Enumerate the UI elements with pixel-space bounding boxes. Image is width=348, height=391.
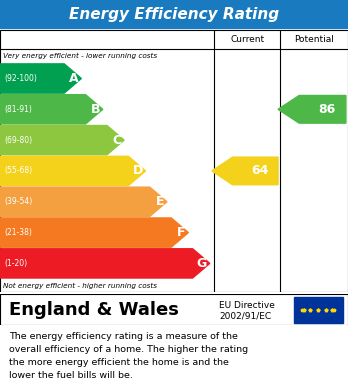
Polygon shape: [0, 218, 188, 247]
Text: (1-20): (1-20): [4, 259, 27, 268]
Text: E: E: [156, 195, 164, 208]
Text: Very energy efficient - lower running costs: Very energy efficient - lower running co…: [3, 53, 158, 59]
Text: EU Directive: EU Directive: [219, 301, 275, 310]
Text: Potential: Potential: [294, 35, 334, 44]
Polygon shape: [0, 249, 210, 278]
Text: G: G: [197, 257, 207, 270]
Text: England & Wales: England & Wales: [9, 301, 179, 319]
Text: Energy Efficiency Rating: Energy Efficiency Rating: [69, 7, 279, 22]
Text: D: D: [133, 165, 143, 178]
Polygon shape: [0, 95, 103, 124]
Text: F: F: [177, 226, 185, 239]
Polygon shape: [278, 95, 346, 123]
Text: (21-38): (21-38): [4, 228, 32, 237]
Text: A: A: [69, 72, 79, 85]
Text: (39-54): (39-54): [4, 197, 32, 206]
Text: (81-91): (81-91): [4, 105, 32, 114]
Text: C: C: [112, 134, 121, 147]
Text: The energy efficiency rating is a measure of the
overall efficiency of a home. T: The energy efficiency rating is a measur…: [9, 332, 248, 380]
Text: 2002/91/EC: 2002/91/EC: [219, 311, 271, 321]
Text: (92-100): (92-100): [4, 74, 37, 83]
Polygon shape: [0, 156, 145, 186]
Text: (55-68): (55-68): [4, 167, 32, 176]
Polygon shape: [0, 187, 167, 216]
Text: B: B: [90, 103, 100, 116]
Text: 64: 64: [251, 165, 269, 178]
Polygon shape: [0, 64, 81, 93]
Polygon shape: [212, 157, 278, 185]
Text: 86: 86: [318, 103, 336, 116]
Text: Not energy efficient - higher running costs: Not energy efficient - higher running co…: [3, 283, 158, 289]
Text: Current: Current: [230, 35, 264, 44]
Text: (69-80): (69-80): [4, 136, 32, 145]
Bar: [294, 296, 343, 323]
Polygon shape: [0, 126, 124, 155]
